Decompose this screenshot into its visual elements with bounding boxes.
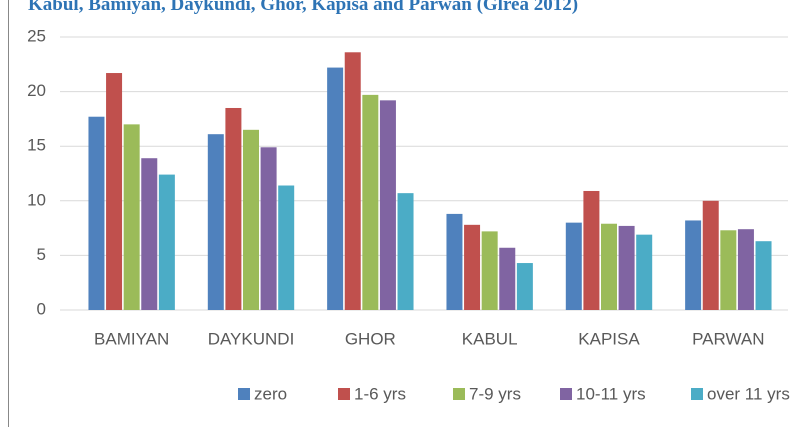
bar	[685, 220, 702, 310]
legend-label: over 11 yrs	[707, 384, 790, 403]
bar	[601, 223, 617, 310]
y-tick-label: 5	[37, 245, 46, 264]
bar	[158, 174, 175, 310]
y-tick-label: 20	[27, 81, 46, 100]
bar	[106, 73, 123, 310]
y-tick-label: 10	[27, 190, 46, 209]
bar	[260, 147, 277, 310]
chart-frame	[8, 0, 9, 427]
bar	[464, 224, 481, 310]
legend-label: zero	[254, 384, 287, 403]
legend-label: 10-11 yrs	[576, 384, 646, 403]
bar	[720, 230, 737, 310]
x-tick-label: KAPISA	[578, 329, 640, 348]
legend-swatch	[691, 388, 703, 400]
x-tick-label: GHOR	[345, 329, 396, 348]
x-tick-label: DAYKUNDI	[208, 329, 295, 348]
bar	[88, 116, 105, 310]
bar	[516, 263, 533, 310]
bar	[141, 158, 158, 310]
bar	[379, 100, 396, 310]
bar	[344, 52, 361, 311]
bar	[278, 185, 295, 310]
x-tick-label: KABUL	[462, 329, 518, 348]
legend-label: 7-9 yrs	[469, 384, 521, 403]
y-tick-label: 25	[27, 26, 46, 45]
bar	[737, 229, 754, 310]
bar	[446, 213, 463, 310]
legend-label: 1-6 yrs	[354, 384, 406, 403]
y-tick-label: 15	[27, 136, 46, 155]
bar	[225, 107, 242, 310]
bar	[362, 94, 379, 310]
bar	[565, 222, 582, 310]
bar	[243, 129, 259, 310]
bar	[207, 134, 224, 310]
y-tick-label: 0	[37, 299, 46, 318]
x-tick-label: BAMIYAN	[94, 329, 169, 348]
bar	[583, 190, 600, 310]
legend-swatch	[238, 388, 250, 400]
bar	[397, 193, 414, 310]
legend-swatch	[453, 388, 465, 400]
legend-swatch	[560, 388, 572, 400]
bar	[636, 234, 653, 310]
bar	[755, 241, 772, 310]
x-tick-label: PARWAN	[692, 329, 764, 348]
bar	[327, 67, 344, 311]
bar	[481, 231, 498, 310]
bar	[702, 200, 719, 310]
bar	[499, 247, 516, 310]
chart-title: Kabul, Bamiyan, Daykundi, Ghor, Kapisa a…	[28, 0, 578, 15]
bar	[618, 225, 635, 310]
legend-swatch	[338, 388, 350, 400]
bar	[123, 124, 140, 310]
